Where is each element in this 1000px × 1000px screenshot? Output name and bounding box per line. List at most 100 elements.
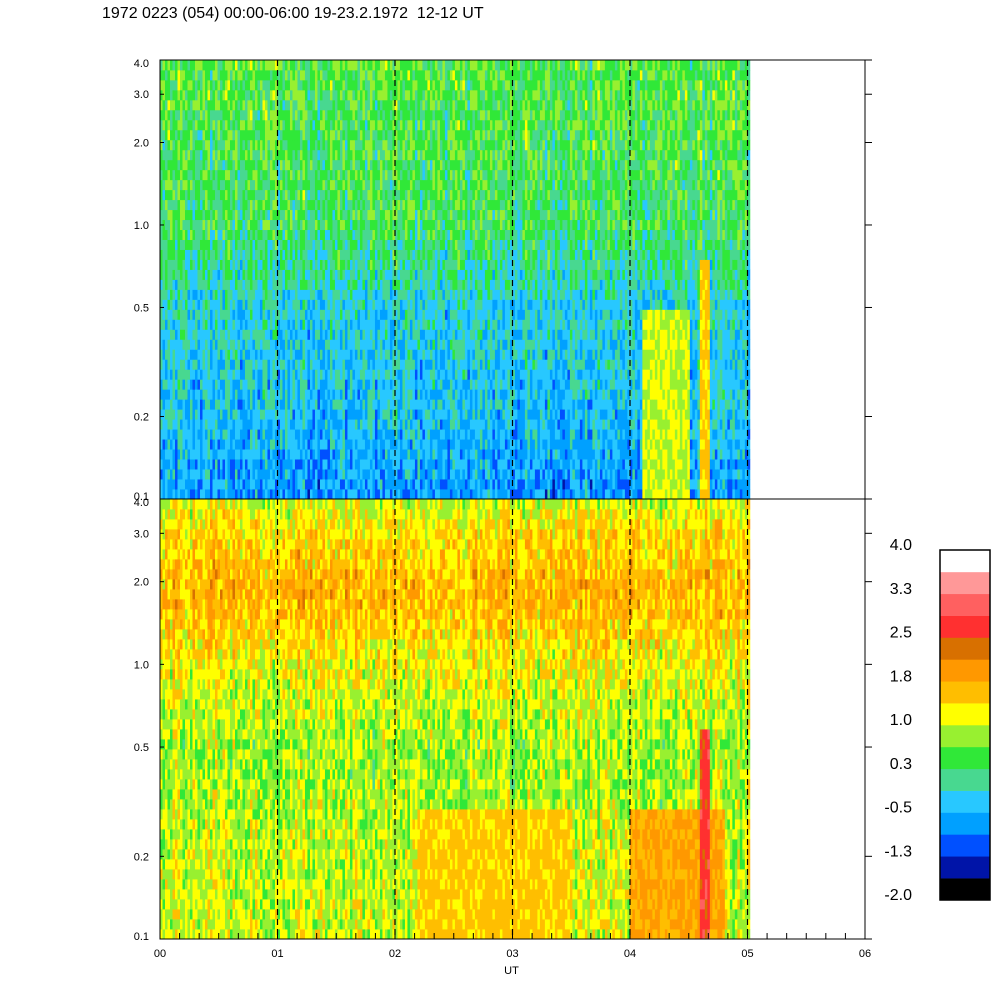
heatmap-cell bbox=[417, 319, 421, 330]
heatmap-cell bbox=[442, 269, 446, 280]
heatmap-cell bbox=[314, 449, 318, 460]
heatmap-cell bbox=[212, 179, 216, 191]
heatmap-cell bbox=[267, 269, 271, 280]
heatmap-cell bbox=[277, 449, 281, 460]
heatmap-cell bbox=[419, 279, 423, 290]
heatmap-cell bbox=[439, 449, 443, 460]
heatmap-cell bbox=[439, 299, 443, 310]
heatmap-cell bbox=[377, 309, 381, 320]
heatmap-cell bbox=[262, 199, 266, 211]
heatmap-cell bbox=[217, 169, 221, 181]
heatmap-cell bbox=[189, 409, 193, 420]
heatmap-cell bbox=[279, 109, 283, 121]
heatmap-cell bbox=[394, 419, 398, 430]
heatmap-cell bbox=[172, 279, 176, 290]
heatmap-cell bbox=[214, 189, 218, 201]
heatmap-cell bbox=[369, 149, 373, 161]
heatmap-cell bbox=[272, 419, 276, 430]
heatmap-cell bbox=[252, 429, 256, 440]
heatmap-cell bbox=[402, 129, 406, 141]
heatmap-cell bbox=[262, 259, 266, 270]
heatmap-cell bbox=[402, 169, 406, 181]
heatmap-cell bbox=[439, 89, 443, 101]
heatmap-cell bbox=[162, 339, 166, 350]
heatmap-cell bbox=[297, 419, 301, 430]
heatmap-cell bbox=[175, 89, 178, 101]
heatmap-cell bbox=[314, 429, 318, 440]
heatmap-cell bbox=[372, 339, 376, 350]
heatmap-cell bbox=[332, 159, 336, 171]
heatmap-cell bbox=[349, 309, 353, 320]
heatmap-cell bbox=[404, 109, 408, 121]
heatmap-cell bbox=[192, 389, 196, 400]
heatmap-cell bbox=[267, 69, 271, 81]
heatmap-cell bbox=[422, 239, 426, 250]
heatmap-cell bbox=[244, 159, 248, 171]
heatmap-cell bbox=[232, 439, 236, 450]
heatmap-cell bbox=[382, 379, 386, 390]
heatmap-cell bbox=[184, 199, 188, 211]
heatmap-cell bbox=[374, 149, 378, 161]
heatmap-cell bbox=[322, 129, 326, 141]
heatmap-cell bbox=[219, 109, 223, 121]
heatmap-cell bbox=[170, 69, 173, 81]
heatmap-cell bbox=[175, 279, 178, 290]
heatmap-cell bbox=[170, 469, 173, 480]
heatmap-cell bbox=[227, 289, 231, 300]
heatmap-cell bbox=[362, 279, 366, 290]
heatmap-cell bbox=[427, 369, 431, 380]
heatmap-cell bbox=[399, 139, 403, 151]
heatmap-cell bbox=[329, 259, 333, 270]
heatmap-cell bbox=[192, 169, 196, 181]
heatmap-cell bbox=[212, 139, 216, 151]
heatmap-cell bbox=[367, 99, 371, 111]
heatmap-cell bbox=[339, 459, 343, 470]
heatmap-cell bbox=[414, 269, 418, 280]
heatmap-cell bbox=[322, 329, 326, 340]
heatmap-cell bbox=[362, 439, 366, 450]
heatmap-cell bbox=[409, 289, 413, 300]
heatmap-cell bbox=[319, 359, 323, 370]
heatmap-cell bbox=[192, 369, 196, 380]
heatmap-cell bbox=[207, 69, 211, 81]
heatmap-cell bbox=[337, 249, 341, 260]
heatmap-cell bbox=[404, 209, 408, 221]
heatmap-cell bbox=[257, 119, 261, 131]
heatmap-cell bbox=[242, 449, 246, 460]
heatmap-cell bbox=[337, 419, 341, 430]
heatmap-cell bbox=[417, 269, 421, 280]
heatmap-cell bbox=[302, 89, 306, 101]
heatmap-cell bbox=[319, 489, 323, 499]
heatmap-cell bbox=[277, 429, 281, 440]
heatmap-cell bbox=[267, 139, 271, 151]
heatmap-cell bbox=[184, 379, 188, 390]
heatmap-cell bbox=[242, 269, 246, 280]
heatmap-cell bbox=[177, 209, 181, 221]
heatmap-cell bbox=[347, 169, 351, 181]
heatmap-cell bbox=[252, 219, 256, 231]
heatmap-cell bbox=[372, 349, 376, 360]
heatmap-cell bbox=[322, 279, 326, 290]
heatmap-cell bbox=[212, 159, 216, 171]
heatmap-cell bbox=[352, 179, 356, 191]
heatmap-cell bbox=[364, 129, 368, 141]
heatmap-cell bbox=[247, 379, 251, 390]
heatmap-cell bbox=[219, 259, 223, 270]
heatmap-cell bbox=[212, 349, 216, 360]
heatmap-cell bbox=[299, 389, 303, 400]
heatmap-cell bbox=[179, 139, 183, 151]
heatmap-cell bbox=[224, 179, 228, 191]
heatmap-cell bbox=[207, 479, 211, 490]
heatmap-cell bbox=[332, 479, 336, 490]
heatmap-cell bbox=[237, 469, 241, 480]
heatmap-cell bbox=[294, 209, 298, 221]
heatmap-cell bbox=[329, 169, 333, 181]
heatmap-cell bbox=[354, 249, 358, 260]
heatmap-cell bbox=[182, 69, 186, 81]
heatmap-cell bbox=[409, 129, 413, 141]
heatmap-cell bbox=[367, 409, 371, 420]
heatmap-cell bbox=[207, 199, 211, 211]
heatmap-cell bbox=[382, 329, 386, 340]
heatmap-cell bbox=[372, 379, 376, 390]
heatmap-cell bbox=[212, 229, 216, 240]
